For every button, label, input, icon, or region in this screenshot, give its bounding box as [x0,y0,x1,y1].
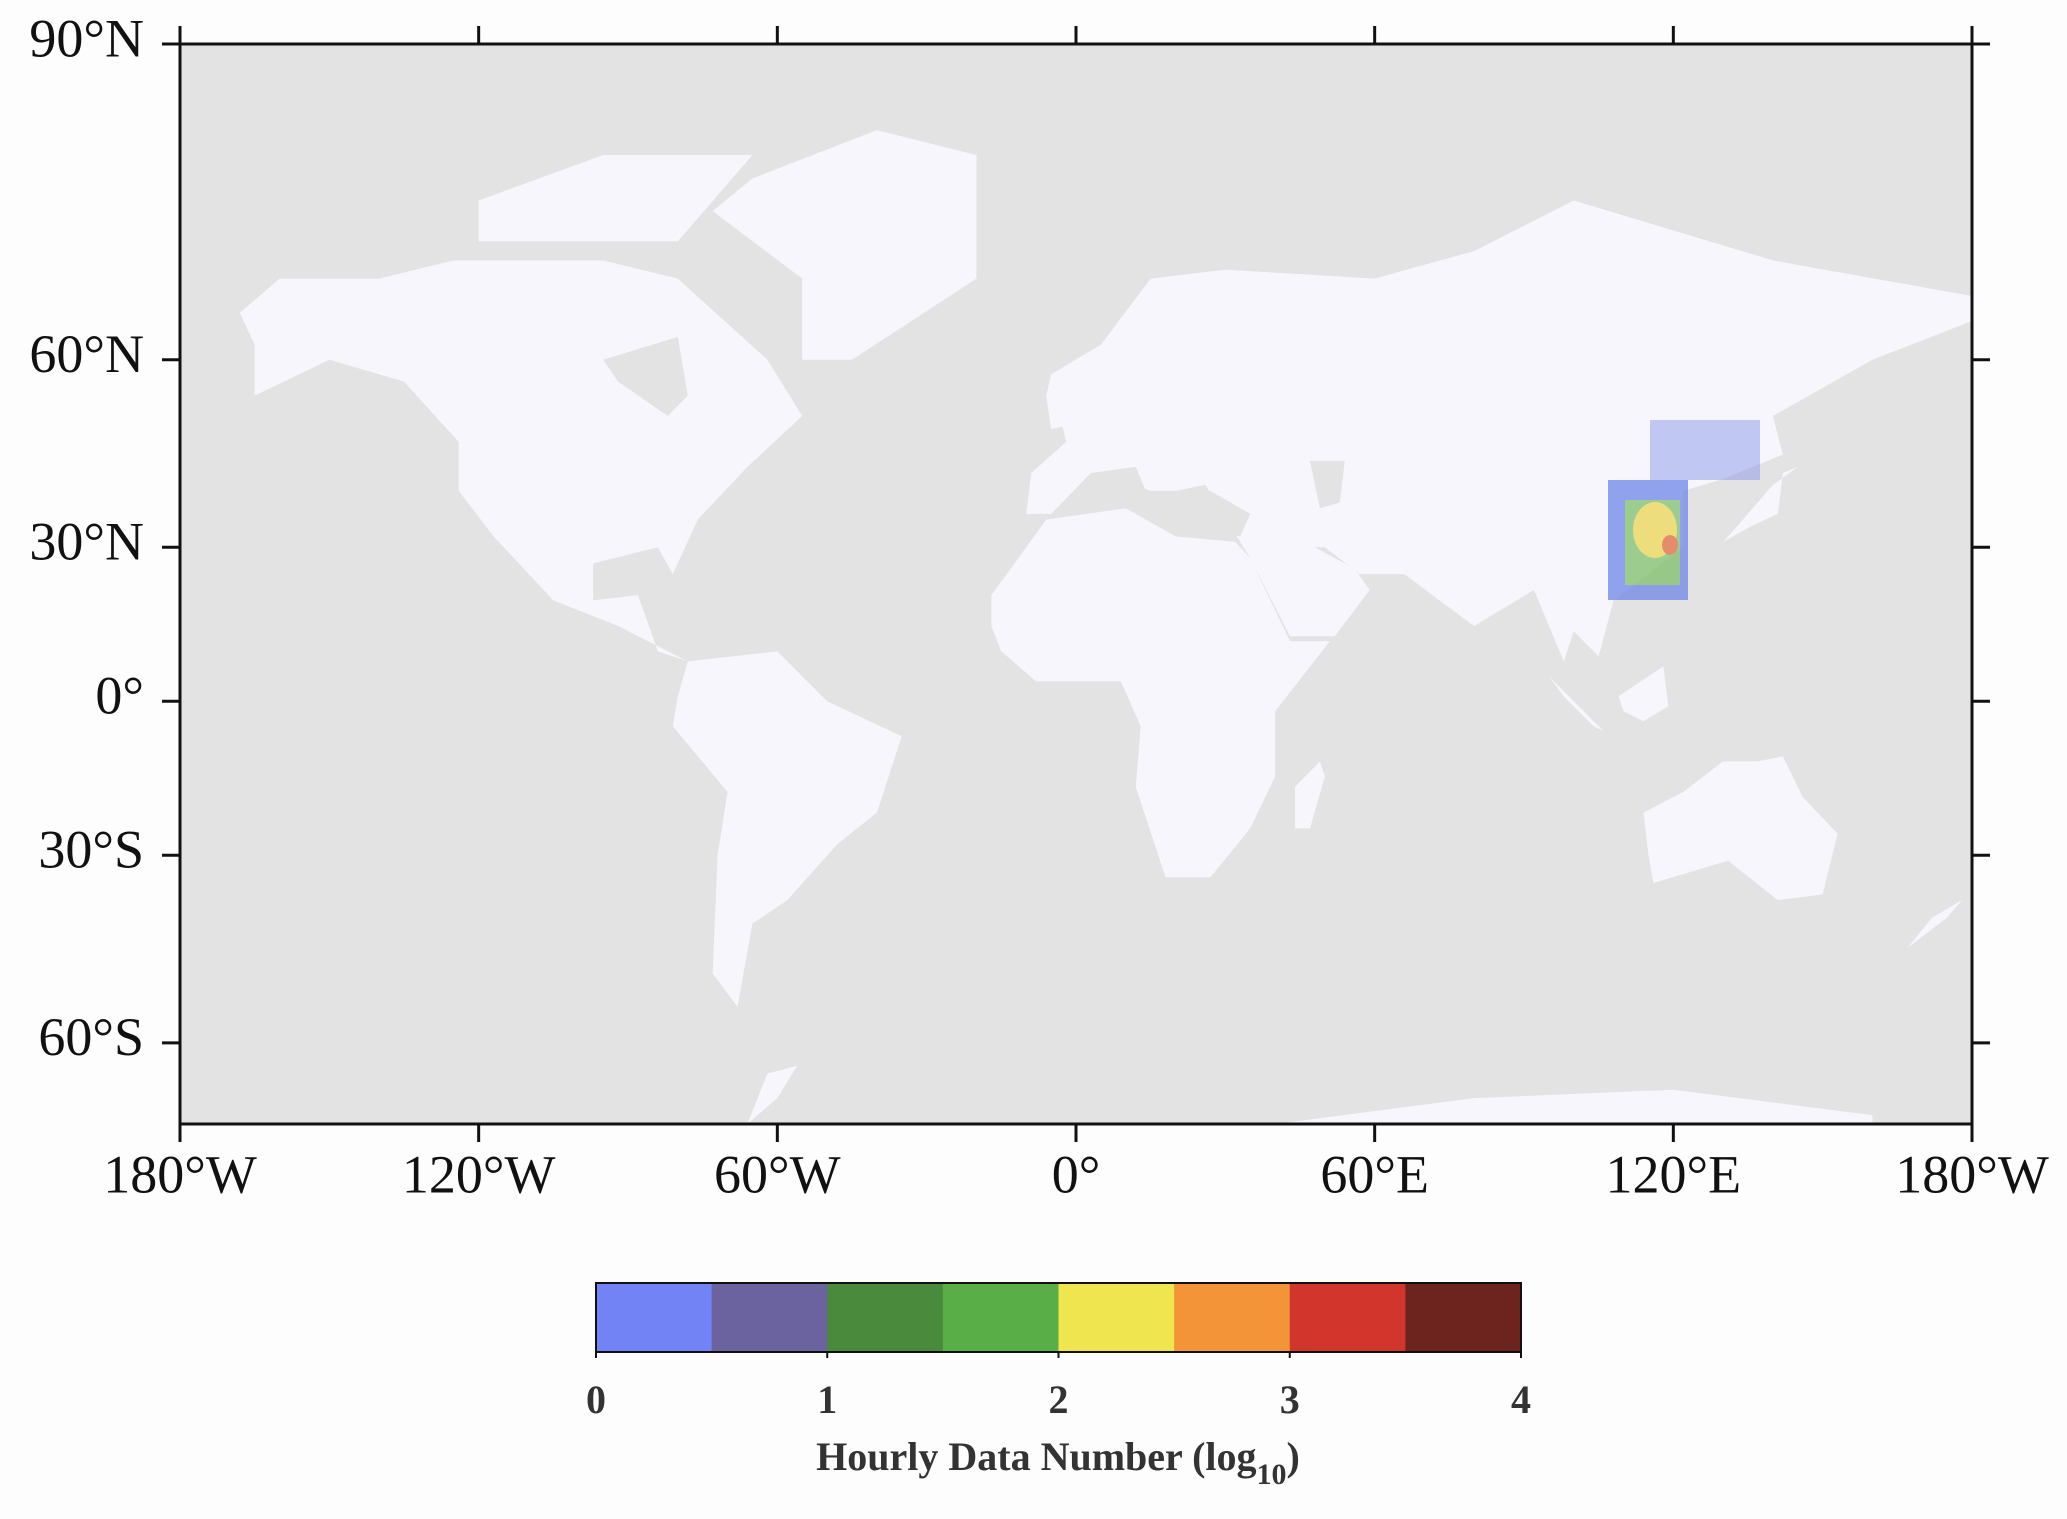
colorbar-tick-label: 3 [1280,1377,1300,1422]
x-tick-label: 0° [1052,1144,1101,1204]
colorbar-title-subscript: 10 [1257,1458,1287,1491]
axes: 180°W 120°W 60°W 0° 60°E 120°E 180°W 90°N 60°N 30… [29,8,2048,1204]
land [239,130,1972,1124]
colorbar-tick-label: 1 [817,1377,837,1422]
colorbar-swatch [711,1283,828,1352]
colorbar-tick-label: 2 [1049,1377,1069,1422]
colorbar-swatch [596,1283,713,1352]
colorbar-swatch [1405,1283,1522,1352]
landmass [712,130,977,360]
landmass [1548,676,1604,732]
x-tick-label: 180°W [103,1144,257,1204]
y-tick-label: 60°N [29,324,144,384]
landmass [1275,1089,1873,1124]
landmass [1643,756,1838,901]
colorbar-title-main: Hourly Data Number (log [816,1434,1256,1479]
landmass [672,651,902,1007]
x-tick-label: 60°W [714,1144,841,1204]
colorbar-swatch [827,1283,944,1352]
landmass [1618,666,1669,722]
inland-water [1309,460,1345,509]
colorbar-swatch [1174,1283,1291,1352]
colorbar-title: Hourly Data Number (log10) [816,1434,1300,1491]
colorbar-swatch [942,1283,1059,1352]
x-tick-label: 120°E [1606,1144,1742,1204]
landmass [1723,466,1798,542]
landmass [1295,761,1325,829]
y-tick-label: 0° [95,666,144,726]
inland-water [603,336,688,417]
landmass [478,155,753,242]
landmass [1046,374,1081,430]
colorbar: 0 1 2 3 4 [586,1282,1531,1422]
inland-water [1051,472,1251,537]
colorbar-swatch [1058,1283,1175,1352]
landmass [1907,900,1963,948]
hotspot-peak [1662,535,1678,555]
x-tick-label: 180°W [1895,1144,2049,1204]
hotspot-north [1650,420,1760,480]
colorbar-tick-label: 0 [586,1377,606,1422]
y-tick-label: 90°N [29,8,144,68]
density-hotspot [1608,420,1760,600]
x-tick-label: 120°W [402,1144,556,1204]
landmass [747,1065,798,1124]
y-tick-label: 30°N [29,512,144,572]
colorbar-tick-label: 4 [1511,1377,1531,1422]
landmass [991,508,1330,878]
colorbar-title-end: ) [1287,1434,1300,1479]
x-tick-label: 60°E [1320,1144,1429,1204]
y-tick-label: 60°S [38,1007,144,1067]
y-tick-label: 30°S [38,820,144,880]
colorbar-swatch [1289,1283,1406,1352]
landmass [1250,536,1370,637]
